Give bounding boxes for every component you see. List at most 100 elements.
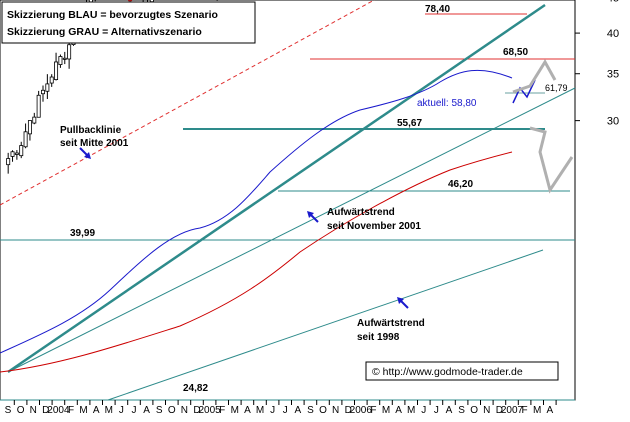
arrow-uptrend-1998-icon bbox=[397, 297, 409, 309]
candle-body bbox=[45, 83, 50, 92]
candle-body bbox=[41, 89, 45, 95]
level-label-55-67: 55,67 bbox=[397, 118, 422, 129]
candle-body bbox=[128, 0, 133, 2]
x-tick-label: S bbox=[156, 405, 163, 416]
x-tick-label: N bbox=[181, 405, 188, 416]
x-tick-label: M bbox=[79, 405, 87, 416]
x-tick-label: A bbox=[143, 405, 150, 416]
x-tick-label: D bbox=[193, 405, 200, 416]
x-tick-label: M bbox=[382, 405, 390, 416]
x-tick-label: D bbox=[42, 405, 49, 416]
level-label-39-99: 39,99 bbox=[70, 228, 95, 239]
candle-body bbox=[32, 116, 37, 124]
x-tick-label: M bbox=[407, 405, 415, 416]
x-tick-label: M bbox=[533, 405, 541, 416]
annotation-pullback-line: Pullbacklinie bbox=[60, 125, 122, 136]
annotation-uptrend-1998-since: seit 1998 bbox=[357, 332, 400, 343]
y-tick-label: 35 bbox=[607, 69, 619, 81]
candle-body bbox=[49, 76, 54, 84]
moving-average-blue bbox=[0, 69, 513, 354]
level-label-68-50: 68,50 bbox=[503, 47, 528, 58]
x-tick-label: A bbox=[395, 405, 402, 416]
x-tick-label: N bbox=[332, 405, 339, 416]
copyright-text[interactable]: © http://www.godmode-trader.de bbox=[372, 366, 523, 378]
x-tick-label: J bbox=[132, 405, 137, 416]
x-tick-label: A bbox=[294, 405, 301, 416]
candle-body bbox=[54, 61, 59, 81]
candle-body bbox=[14, 152, 19, 155]
candle-body bbox=[23, 131, 28, 148]
x-tick-label: J bbox=[421, 405, 426, 416]
x-tick-label: S bbox=[5, 405, 12, 416]
y-tick-label: 40 bbox=[607, 28, 619, 40]
moving-average-red bbox=[0, 151, 513, 373]
candle-body bbox=[6, 158, 11, 166]
y-tick-label: 30 bbox=[607, 116, 619, 128]
arrow-uptrend-2001-icon bbox=[307, 211, 319, 223]
copyright-box bbox=[365, 361, 559, 381]
x-tick-label: J bbox=[270, 405, 275, 416]
current-price-label: aktuell: 58,80 bbox=[417, 98, 477, 109]
x-tick-label: J bbox=[434, 405, 439, 416]
x-tick-label: A bbox=[546, 405, 553, 416]
level-label-24-82: 24,82 bbox=[183, 383, 208, 394]
trendline-since-2001 bbox=[7, 3, 546, 374]
y-axis: 8075706560555045403530 bbox=[575, 0, 619, 128]
candle-body bbox=[19, 145, 24, 157]
scenario-blue-sketch bbox=[512, 79, 536, 104]
x-tick-label: M bbox=[231, 405, 239, 416]
x-tick-label: O bbox=[470, 405, 478, 416]
x-tick-label: F bbox=[219, 405, 225, 416]
annotation-uptrend-1998: Aufwärtstrend bbox=[357, 318, 425, 329]
x-tick-label: D bbox=[345, 405, 352, 416]
annotation-pullback-line-since: seit Mitte 2001 bbox=[60, 138, 129, 149]
x-tick-label: O bbox=[168, 405, 176, 416]
x-tick-label: F bbox=[522, 405, 528, 416]
x-tick-label: D bbox=[496, 405, 503, 416]
candle-body bbox=[62, 57, 67, 60]
candle-body bbox=[58, 56, 63, 66]
x-tick-label: F bbox=[68, 405, 74, 416]
x-tick-label: 2007 bbox=[501, 405, 524, 416]
x-tick-label: M bbox=[256, 405, 264, 416]
legend-gray-scenario: Skizzierung GRAU = Alternativszenario bbox=[7, 26, 202, 38]
x-tick-label: A bbox=[446, 405, 453, 416]
annotation-uptrend-2001-since: seit November 2001 bbox=[327, 221, 421, 232]
x-tick-label: J bbox=[283, 405, 288, 416]
x-tick-label: J bbox=[119, 405, 124, 416]
x-tick-label: 2005 bbox=[198, 405, 221, 416]
x-tick-label: O bbox=[17, 405, 25, 416]
candle-body bbox=[149, 0, 154, 3]
x-tick-label: 2006 bbox=[350, 405, 373, 416]
plot-frame bbox=[0, 0, 576, 401]
legend-blue-scenario: Skizzierung BLAU = bevorzugtes Szenario bbox=[7, 9, 218, 21]
x-tick-label: F bbox=[370, 405, 376, 416]
pullback-line-since-2001 bbox=[7, 87, 576, 373]
arrow-pullback-icon bbox=[79, 147, 91, 159]
trendline-since-1998 bbox=[107, 249, 544, 401]
x-tick-label: S bbox=[458, 405, 465, 416]
candle-body bbox=[27, 120, 32, 135]
x-tick-label: M bbox=[105, 405, 113, 416]
annotation-uptrend-2001: Aufwärtstrend bbox=[327, 207, 395, 218]
x-tick-label: N bbox=[483, 405, 490, 416]
x-tick-label: 2004 bbox=[47, 405, 70, 416]
scenario-gray-down-sketch bbox=[529, 126, 574, 194]
level-label-46-20: 46,20 bbox=[448, 179, 473, 190]
scenario-gray-up-sketch bbox=[512, 59, 557, 94]
candle-body bbox=[36, 94, 41, 118]
candle-body bbox=[67, 44, 72, 60]
legend-box bbox=[1, 1, 256, 44]
level-label-78-40: 78,40 bbox=[425, 4, 450, 15]
x-tick-label: A bbox=[93, 405, 100, 416]
x-tick-label: S bbox=[307, 405, 314, 416]
x-tick-label: N bbox=[30, 405, 37, 416]
level-label-61-79: 61,79 bbox=[545, 83, 568, 93]
y-tick-label: 45 bbox=[607, 0, 619, 4]
x-tick-label: O bbox=[319, 405, 327, 416]
x-tick-label: A bbox=[244, 405, 251, 416]
candle-body bbox=[10, 151, 15, 157]
